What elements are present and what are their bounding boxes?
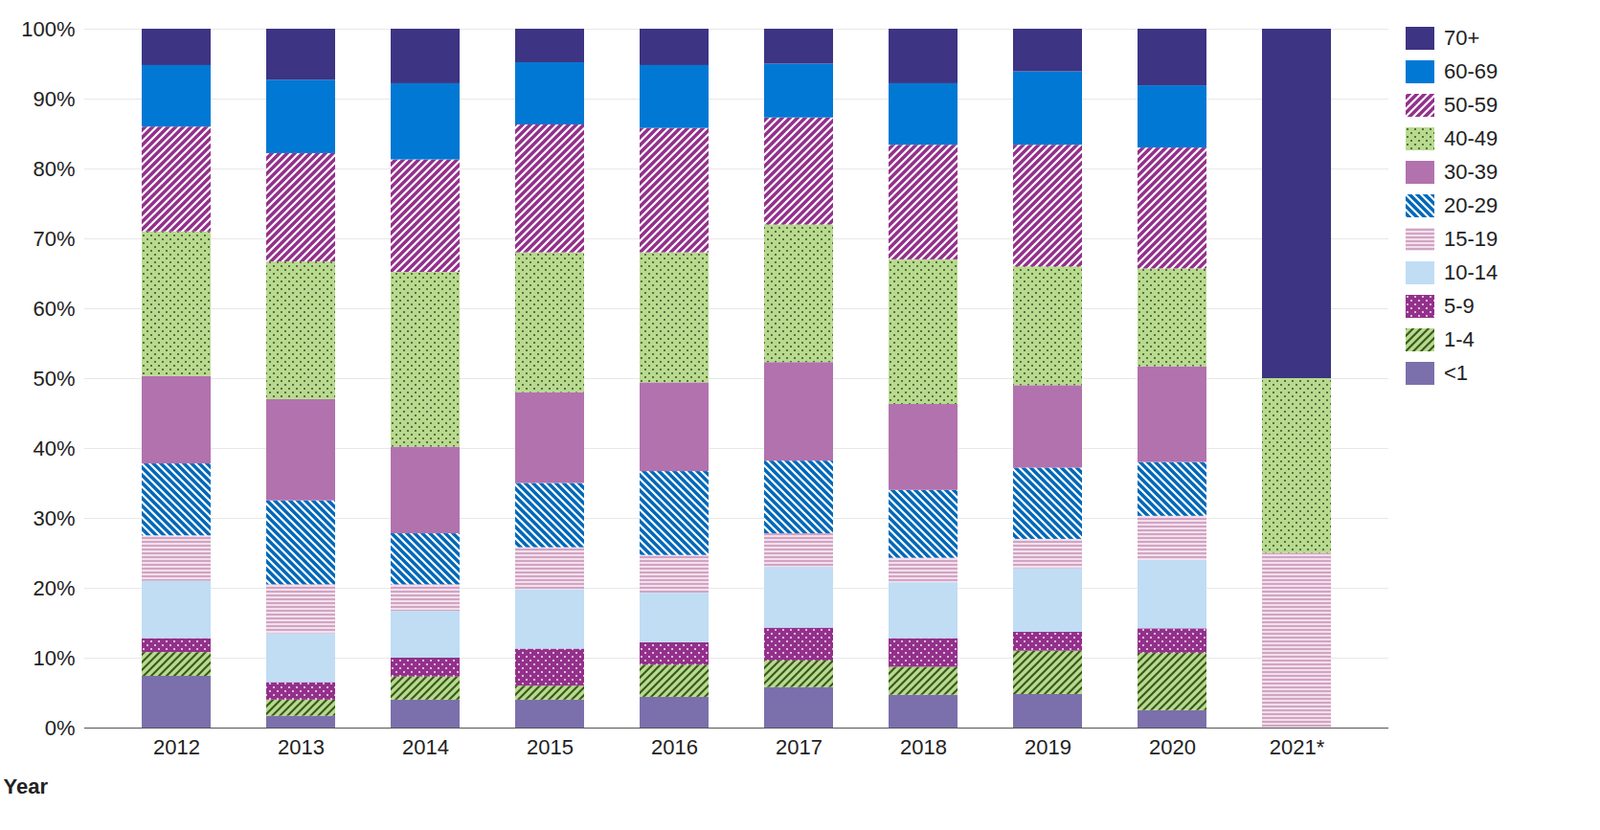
svg-text:Year: Year — [3, 774, 49, 799]
html-text:1-4: 1-4 — [1443, 326, 1475, 351]
html-text:60-69: 60-69 — [1443, 58, 1498, 83]
svg-text:20%: 20% — [32, 576, 75, 601]
svg-text:40%: 40% — [32, 436, 75, 461]
html-text:30-39: 30-39 — [1443, 159, 1498, 184]
svg-text:60%: 60% — [32, 296, 75, 321]
svg-text:2015: 2015 — [526, 735, 574, 760]
html-text:15-19: 15-19 — [1443, 226, 1498, 251]
svg-text:0%: 0% — [45, 716, 76, 741]
html-text:50-59: 50-59 — [1443, 92, 1498, 117]
html-text:70+: 70+ — [1443, 25, 1480, 50]
html-text:40-49: 40-49 — [1443, 125, 1498, 150]
svg-text:30%: 30% — [32, 506, 75, 531]
svg-text:2019: 2019 — [1024, 735, 1072, 760]
html-text:5-9: 5-9 — [1443, 293, 1475, 318]
svg-text:70%: 70% — [32, 226, 75, 251]
svg-text:100%: 100% — [21, 17, 75, 42]
html-text:20-29: 20-29 — [1443, 192, 1498, 217]
svg-text:2020: 2020 — [1149, 735, 1196, 760]
svg-text:50%: 50% — [32, 366, 75, 391]
svg-text:2012: 2012 — [153, 735, 201, 760]
html-text:10-14: 10-14 — [1443, 259, 1498, 284]
svg-text:2021*: 2021* — [1269, 735, 1326, 760]
svg-text:80%: 80% — [32, 157, 75, 181]
svg-text:2017: 2017 — [775, 735, 823, 760]
svg-text:90%: 90% — [32, 87, 75, 112]
html-text:<1: <1 — [1443, 360, 1468, 385]
svg-text:2018: 2018 — [900, 735, 947, 760]
svg-text:10%: 10% — [32, 646, 75, 671]
svg-text:2014: 2014 — [402, 735, 450, 760]
svg-text:2013: 2013 — [277, 735, 325, 760]
svg-text:2016: 2016 — [651, 735, 699, 760]
